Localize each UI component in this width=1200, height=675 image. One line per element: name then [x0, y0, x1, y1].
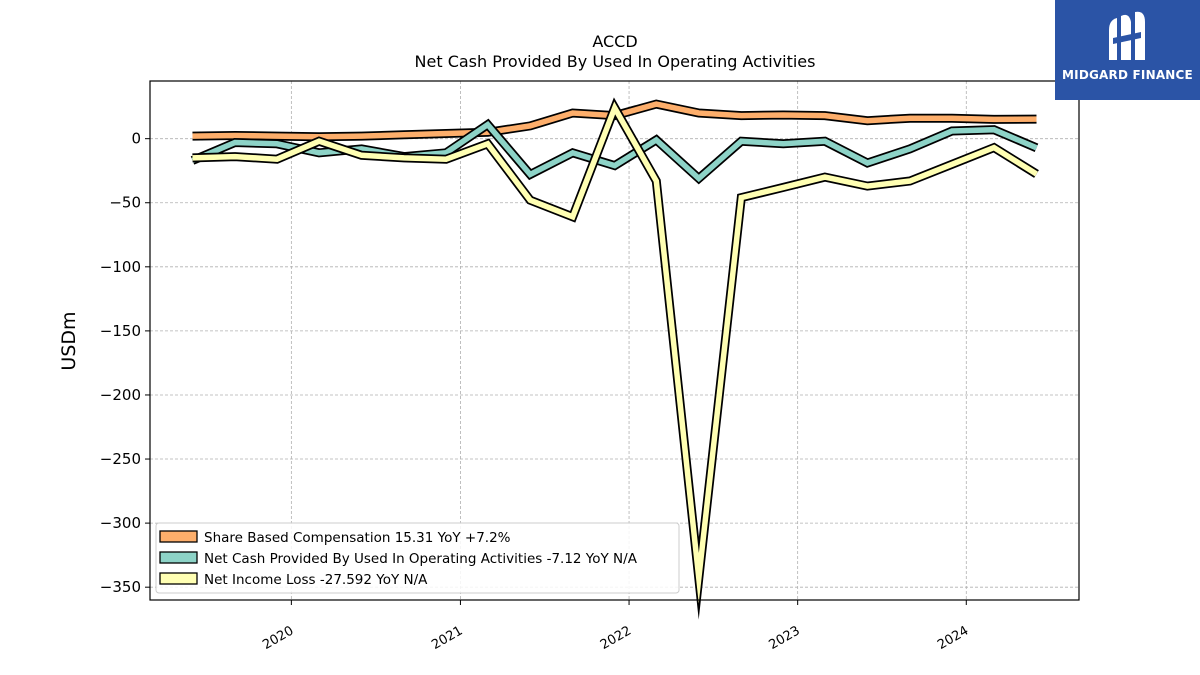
y-tick-label: −50	[109, 194, 141, 212]
chart-title: ACCD	[592, 32, 637, 51]
legend-swatch-net-cash-operating	[160, 552, 197, 563]
legend-label-net-income-loss: Net Income Loss -27.592 YoY N/A	[204, 572, 428, 588]
y-axis-label: USDm	[58, 311, 80, 370]
x-tick-label: 2023	[767, 623, 803, 653]
y-tick-label: 0	[131, 130, 141, 148]
plot-frame	[150, 81, 1079, 600]
y-ticks: 0 −50 −100 −150 −200 −250 −300 −350	[100, 130, 150, 597]
y-tick-label: −300	[100, 514, 141, 532]
legend-label-net-cash-operating: Net Cash Provided By Used In Operating A…	[204, 551, 638, 567]
y-tick-label: −250	[100, 450, 141, 468]
x-tick-label: 2022	[598, 623, 634, 653]
chart: ACCD Net Cash Provided By Used In Operat…	[0, 0, 1200, 675]
y-tick-label: −200	[100, 386, 141, 404]
x-tick-label: 2020	[260, 623, 296, 653]
y-tick-label: −350	[100, 578, 141, 596]
brand-logo: MIDGARD FINANCE	[1055, 0, 1200, 100]
legend: Share Based Compensation 15.31 YoY +7.2%…	[156, 523, 679, 593]
y-tick-label: −100	[100, 258, 141, 276]
x-ticks: 2020 2021 2022 2023 2024	[260, 600, 971, 653]
grid	[150, 81, 1079, 600]
x-tick-label: 2021	[429, 623, 465, 653]
legend-label-share-based-compensation: Share Based Compensation 15.31 YoY +7.2%	[204, 530, 511, 546]
logo-mark-icon	[1103, 8, 1151, 68]
legend-swatch-net-income-loss	[160, 573, 197, 584]
legend-swatch-share-based-compensation	[160, 531, 197, 542]
series-line-net-income-loss	[193, 108, 1037, 578]
logo-text: MIDGARD FINANCE	[1055, 68, 1200, 82]
chart-subtitle: Net Cash Provided By Used In Operating A…	[415, 52, 816, 71]
series-layer	[193, 104, 1037, 578]
y-tick-label: −150	[100, 322, 141, 340]
x-tick-label: 2024	[935, 623, 971, 653]
